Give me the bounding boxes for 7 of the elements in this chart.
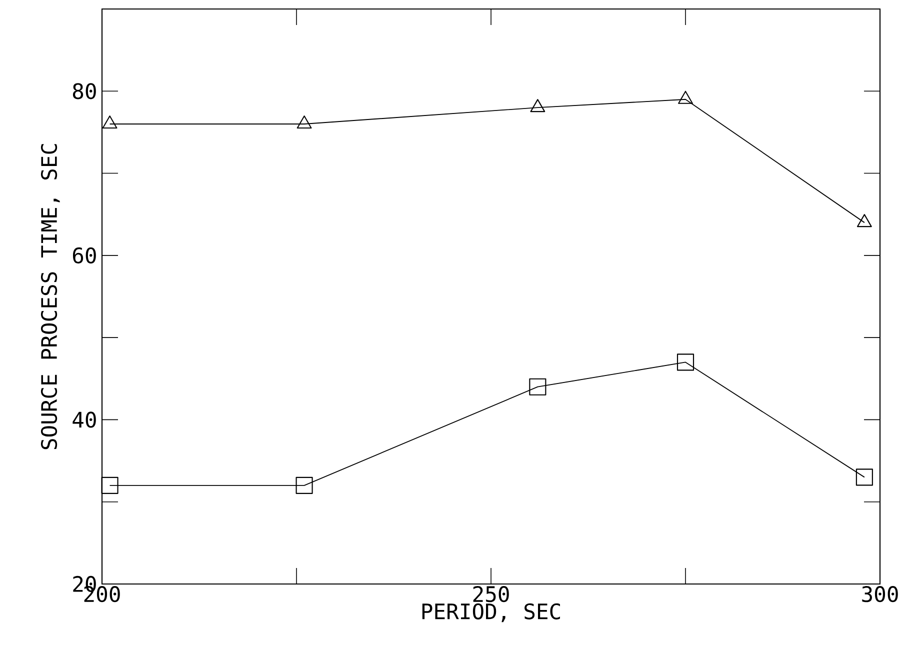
x-axis-title: PERIOD, SEC [422, 603, 560, 622]
y-tick-label: 40 [72, 412, 96, 428]
x-tick-label: 300 [862, 586, 898, 602]
y-tick-label: 80 [72, 83, 96, 100]
y-tick-label: 60 [72, 247, 96, 264]
x-tick-label: 250 [473, 586, 509, 602]
y-axis-title: SOURCE PROCESS TIME, SEC [40, 144, 60, 450]
